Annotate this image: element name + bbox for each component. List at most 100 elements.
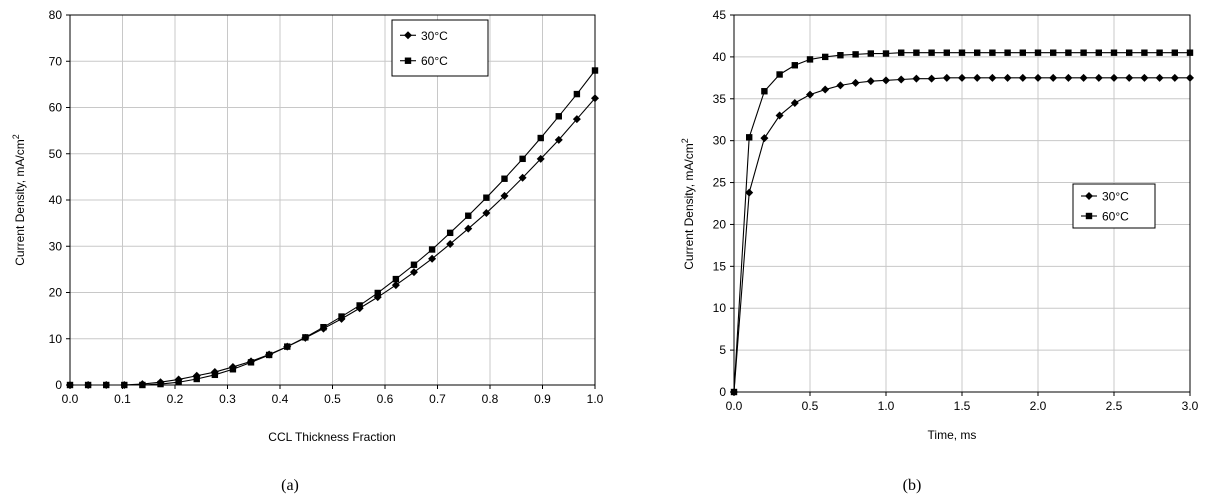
chart-b-series-0-point xyxy=(1034,73,1042,82)
chart-b-series-1-point xyxy=(776,71,783,78)
chart-a-x-tick-label: 0.2 xyxy=(167,392,184,406)
chart-b-x-tick-label: 2.5 xyxy=(1106,399,1123,413)
chart-b-y-tick-label: 25 xyxy=(713,176,727,190)
chart-a-series-1-point xyxy=(446,229,454,237)
chart-a-series-0-point xyxy=(446,239,455,248)
chart-b-axes xyxy=(730,14,1191,396)
chart-a-x-tick-label: 0.5 xyxy=(324,392,341,406)
chart-a-series-1-point xyxy=(302,334,309,341)
chart-b-series-0-point xyxy=(806,90,814,99)
chart-a-caption: (a) xyxy=(281,477,299,494)
chart-b-series-1-point xyxy=(882,50,890,57)
chart-b-series-0-point xyxy=(851,78,860,87)
chart-a-legend: 30°C 60°C xyxy=(391,19,489,77)
chart-b-series-0-point xyxy=(1079,73,1088,82)
chart-a-series-1-point xyxy=(410,261,418,268)
chart-a-y-tick-label: 0 xyxy=(55,378,62,392)
chart-b-y-axis-title: Current Density, mA/cm2 xyxy=(680,138,696,269)
chart-b-series-1-point xyxy=(989,49,996,56)
chart-a-axes xyxy=(66,14,596,389)
chart-a-y-axis-title: Current Density, mA/cm2 xyxy=(11,134,27,265)
chart-a-series-1-point xyxy=(157,380,164,388)
chart-a-series-1-point xyxy=(175,379,182,386)
chart-b-legend-label: 60°C xyxy=(1102,210,1129,224)
chart-a-y-tick-label: 50 xyxy=(49,147,63,161)
chart-a-legend-item-1: 60°C xyxy=(400,54,448,68)
chart-b-series-0-point xyxy=(927,74,936,83)
chart-a-plot-frame xyxy=(69,14,596,386)
chart-a-series-1-point xyxy=(519,155,526,163)
chart-a-series-0-point xyxy=(464,224,473,233)
chart-b-series-1-point xyxy=(761,88,768,95)
chart-a-series-1-point xyxy=(392,275,400,283)
chart-b-x-tick-label: 3.0 xyxy=(1182,399,1199,413)
chart-b-series-0-point xyxy=(821,85,830,94)
chart-b-series-1-point xyxy=(852,51,859,58)
chart-a-series-0-point xyxy=(518,173,527,182)
chart-a-series-1-point xyxy=(284,343,291,350)
chart-a-y-axis-superscript: 2 xyxy=(11,134,21,139)
chart-b-series-1-point xyxy=(822,53,829,61)
chart-b-series-0-point xyxy=(988,73,997,82)
chart-a-y-tick-label: 80 xyxy=(49,8,63,22)
chart-a-x-tick-label: 0.1 xyxy=(114,392,131,406)
chart-b-series-0-point xyxy=(775,111,784,120)
chart-b-series-0-point xyxy=(1140,73,1149,82)
chart-b-series-1-point xyxy=(837,52,844,59)
chart-a-series-1-point xyxy=(211,371,219,379)
chart-b-series-0-point xyxy=(866,77,875,86)
chart-b-series-0-point xyxy=(1064,73,1073,82)
chart-b-series-0-point xyxy=(1155,73,1164,82)
chart-b-y-tick-label: 15 xyxy=(713,259,727,273)
chart-a-x-tick-label: 0.7 xyxy=(429,392,446,406)
chart-b-x-tick-label: 0.5 xyxy=(802,399,819,413)
chart-b-ticks: 0.0 0.5 1.0 1.5 2.0 2.5 3.0 0 5 10 15 20 25 30 35 40 45 xyxy=(713,8,1199,413)
chart-a-series-1-point xyxy=(537,134,544,142)
chart-a-x-axis-title: CCL Thickness Fraction xyxy=(268,430,395,444)
chart-a-series-1-point xyxy=(483,194,490,201)
chart-b-legend-item-1: 60°C xyxy=(1081,210,1129,224)
chart-a-x-tick-label: 0.6 xyxy=(377,392,394,406)
chart-a-series-1-point xyxy=(193,375,200,383)
chart-b-legend-item-0: 30°C xyxy=(1081,190,1129,204)
chart-a-x-tick-label: 0.9 xyxy=(534,392,551,406)
chart-b-series-0-point xyxy=(912,74,921,83)
chart-b-series-1-point xyxy=(898,49,905,56)
chart-a-series-1-point xyxy=(465,212,472,219)
chart-b-caption: (b) xyxy=(903,477,922,494)
chart-a-x-tick-label: 0.4 xyxy=(272,392,289,406)
chart-b-series-1-point xyxy=(867,50,874,57)
chart-b-series-1-point xyxy=(1050,49,1057,56)
chart-b-series-0-point xyxy=(1110,73,1118,82)
chart-a-series-1-point xyxy=(374,289,381,297)
chart-b-series-1-point xyxy=(1110,49,1118,56)
chart-b-y-tick-label: 10 xyxy=(713,301,727,315)
chart-a-legend-item-0: 30°C xyxy=(400,29,448,43)
chart-a-series-1-point xyxy=(229,366,237,373)
chart-b-legend: 30°C 60°C xyxy=(1072,183,1156,229)
chart-b-series-1-point xyxy=(1156,49,1163,56)
chart-b-series-1-point xyxy=(1004,49,1011,56)
chart-b-series-1-point xyxy=(958,49,966,56)
chart-a-y-tick-label: 20 xyxy=(49,286,63,300)
chart-a-series-0-point xyxy=(536,154,545,163)
chart-b-series-1-point xyxy=(1034,49,1042,56)
chart-b-series-1-point xyxy=(1019,49,1026,56)
chart-a-series-1-point xyxy=(428,246,436,253)
chart-a-legend-label: 60°C xyxy=(421,54,448,68)
chart-a-y-tick-label: 60 xyxy=(49,101,63,115)
chart-a-x-tick-label: 0.8 xyxy=(482,392,499,406)
chart-a-legend-swatch-marker xyxy=(404,57,412,64)
chart-b-x-tick-label: 2.0 xyxy=(1030,399,1047,413)
chart-b-series-1-point xyxy=(1080,49,1087,56)
chart-a-series-0-point xyxy=(391,281,400,290)
chart-b-series-0-point xyxy=(1094,73,1103,82)
chart-a-x-tick-label: 1.0 xyxy=(587,392,604,406)
chart-a-x-tick-label: 0.3 xyxy=(219,392,236,406)
chart-a-x-tick-label: 0.0 xyxy=(62,392,79,406)
chart-b-x-tick-label: 1.5 xyxy=(954,399,971,413)
chart-b-series-0-point xyxy=(1003,73,1012,82)
chart-b-series-0-point xyxy=(1049,73,1058,82)
chart-b-legend-label: 30°C xyxy=(1102,190,1129,204)
